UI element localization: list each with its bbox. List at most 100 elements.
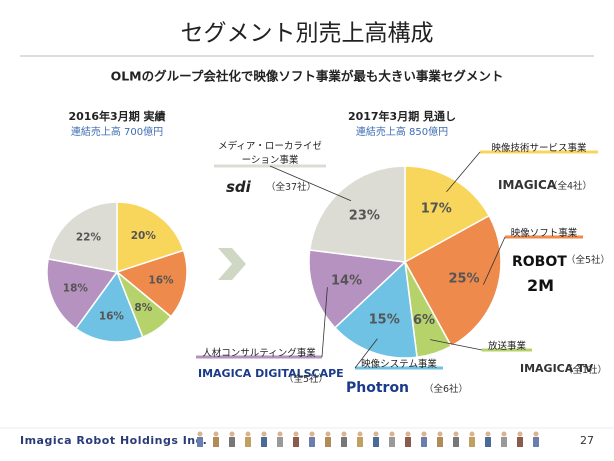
person-head: [213, 431, 219, 437]
person-head: [229, 431, 235, 437]
slide-subtitle: OLMのグループ会社化で映像ソフト事業が最も大きい事業セグメント: [111, 69, 504, 84]
person-body: [421, 437, 427, 447]
person-body: [293, 437, 299, 447]
pie-slice: [74, 270, 144, 343]
slide-title: セグメント別売上高構成: [181, 21, 434, 47]
person-head: [341, 431, 347, 437]
company-logo: sdi: [226, 178, 251, 196]
person-body: [485, 437, 491, 447]
people-icons: [197, 431, 539, 447]
person-head: [533, 431, 539, 437]
leader-line: [321, 287, 328, 358]
person-head: [197, 431, 203, 437]
person-head: [485, 431, 491, 437]
pie-title: 2017年3月期 見通し: [348, 109, 456, 123]
company-logo: 2M: [527, 276, 555, 295]
pie-slice: [116, 201, 185, 274]
leader-line: [430, 339, 483, 351]
person-head: [277, 431, 283, 437]
person-body: [517, 437, 523, 447]
person-body: [437, 437, 443, 447]
person-head: [373, 431, 379, 437]
segment-label: メディア・ローカライゼーション事業: [218, 141, 322, 166]
leader-line: [482, 236, 506, 285]
footer: Imagica Robot Holdings Inc.: [20, 434, 207, 447]
person-body: [469, 437, 475, 447]
person-body: [261, 437, 267, 447]
person-head: [245, 431, 251, 437]
company-count: （全5社）: [566, 255, 611, 266]
pie-subtitle: 連結売上高 850億円: [356, 125, 448, 138]
pie-slice: [404, 165, 491, 264]
slice-label: 20%: [131, 230, 157, 242]
company-count: （全6社）: [424, 384, 469, 395]
person-body: [405, 437, 411, 447]
person-head: [437, 431, 443, 437]
person-head: [325, 431, 331, 437]
segment-label: 映像技術サービス事業: [491, 143, 587, 154]
leader-line: [446, 151, 481, 193]
slice-label: 16%: [99, 310, 125, 322]
person-head: [453, 431, 459, 437]
pie-slice: [403, 214, 502, 348]
company-count: （全4社）: [548, 181, 593, 192]
person-body: [309, 437, 315, 447]
person-body: [277, 437, 283, 447]
slice-label: 17%: [421, 202, 452, 217]
person-head: [389, 431, 395, 437]
company-logo: IMAGICA TV: [520, 362, 594, 375]
segment-label: 人材コンサルティング事業: [202, 348, 316, 359]
person-head: [405, 431, 411, 437]
pie-title: 2016年3月期 実績: [68, 109, 165, 123]
pie-subtitle: 連結売上高 700億円: [71, 125, 163, 138]
page-number: 27: [580, 434, 594, 447]
person-body: [357, 437, 363, 447]
person-body: [341, 437, 347, 447]
person-body: [453, 437, 459, 447]
slice-label: 22%: [76, 231, 102, 243]
person-body: [373, 437, 379, 447]
pie-slice: [46, 258, 119, 330]
segment-label: 映像ソフト事業: [510, 228, 578, 239]
company-logo: Photron: [346, 380, 410, 396]
person-head: [517, 431, 523, 437]
pie-slice: [308, 165, 406, 263]
person-head: [261, 431, 267, 437]
person-body: [325, 437, 331, 447]
person-body: [533, 437, 539, 447]
company-count: （全37社）: [266, 182, 317, 193]
slice-label: 18%: [63, 282, 89, 294]
pie-slice: [333, 260, 418, 359]
slice-label: 14%: [331, 273, 362, 288]
person-head: [421, 431, 427, 437]
person-body: [197, 437, 203, 447]
person-head: [309, 431, 315, 437]
person-body: [229, 437, 235, 447]
pie-slice: [47, 201, 118, 273]
slice-label: 15%: [369, 312, 400, 327]
segment-label: 映像システム事業: [361, 359, 437, 370]
leader-line: [269, 165, 352, 202]
slice-label: 8%: [134, 302, 152, 314]
pie-slice: [308, 249, 407, 329]
company-logo: ROBOT: [512, 254, 567, 270]
company-count: （全5社）: [284, 374, 329, 385]
slice-label: 25%: [448, 272, 479, 287]
company-count: （全1社）: [563, 365, 608, 376]
company-logo: IMAGICA DIGITALSCAPE: [198, 367, 344, 380]
slice-label: 16%: [148, 274, 174, 286]
person-body: [245, 437, 251, 447]
arrow: [218, 248, 246, 280]
person-head: [293, 431, 299, 437]
pie-slice: [115, 249, 188, 318]
person-head: [357, 431, 363, 437]
segment-label: 放送事業: [487, 341, 526, 352]
person-head: [469, 431, 475, 437]
slice-label: 23%: [349, 208, 380, 223]
person-body: [389, 437, 395, 447]
slice-label: 6%: [413, 313, 435, 328]
person-head: [501, 431, 507, 437]
person-body: [501, 437, 507, 447]
